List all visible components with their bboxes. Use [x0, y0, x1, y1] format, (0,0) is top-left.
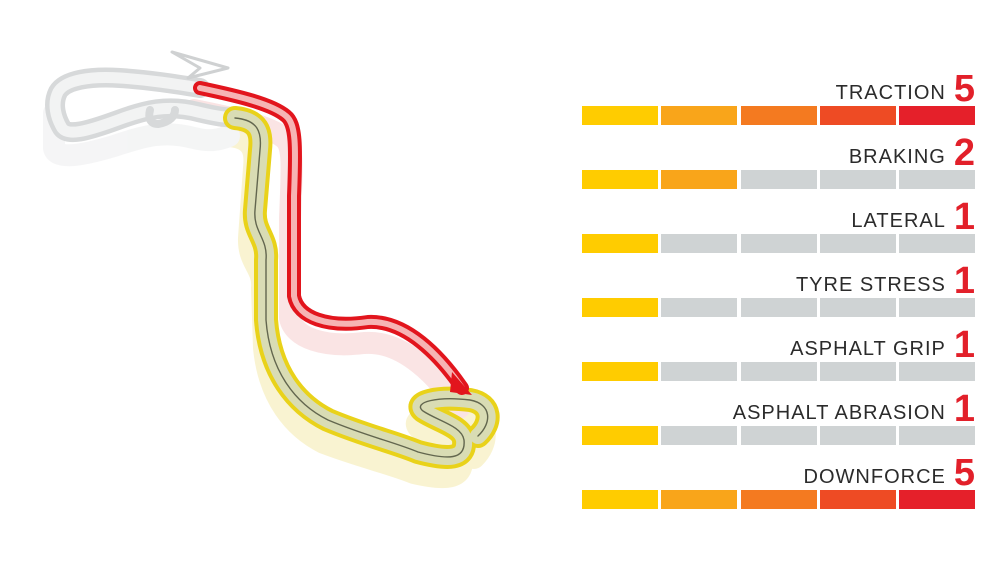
rating-row: BRAKING 2	[582, 132, 975, 196]
rating-row: TRACTION 5	[582, 68, 975, 132]
rating-bar	[582, 426, 975, 445]
rating-bar-segment	[819, 298, 896, 317]
rating-header: TRACTION 5	[836, 68, 975, 112]
rating-value: 5	[953, 452, 975, 494]
rating-value: 1	[953, 196, 975, 238]
rating-bar-segment	[740, 170, 817, 189]
rating-bar-segment	[582, 170, 658, 189]
rating-row: TYRE STRESS 1	[582, 260, 975, 324]
rating-bar-segment	[899, 234, 975, 253]
rating-bar	[582, 234, 975, 253]
track-sector-grey	[45, 50, 250, 143]
rating-bar-segment	[661, 426, 738, 445]
rating-bar-segment	[661, 490, 738, 509]
rating-label: ASPHALT GRIP	[790, 338, 946, 360]
ratings-panel: TRACTION 5 BRAKING 2 LATERAL 1 TYRE STRESS 1 ASP…	[582, 68, 975, 516]
rating-label: TRACTION	[835, 82, 946, 104]
rating-bar	[582, 170, 975, 189]
rating-row: ASPHALT ABRASION 1	[582, 388, 975, 452]
track-sector-red	[193, 81, 472, 395]
rating-header: TYRE STRESS 1	[796, 260, 975, 304]
rating-row: LATERAL 1	[582, 196, 975, 260]
rating-label: LATERAL	[851, 210, 946, 232]
rating-label: TYRE STRESS	[795, 274, 946, 296]
rating-bar-segment	[819, 490, 896, 509]
track-sector-yellow	[223, 106, 500, 469]
rating-value: 1	[953, 260, 975, 302]
rating-bar-segment	[740, 490, 817, 509]
rating-bar-segment	[661, 234, 738, 253]
rating-bar-segment	[740, 362, 817, 381]
rating-bar-segment	[899, 362, 975, 381]
rating-header: ASPHALT GRIP 1	[790, 324, 975, 368]
rating-label: DOWNFORCE	[803, 466, 946, 488]
rating-bar-segment	[582, 426, 658, 445]
rating-value: 1	[953, 388, 975, 430]
rating-row: ASPHALT GRIP 1	[582, 324, 975, 388]
rating-bar-segment	[661, 106, 738, 125]
rating-row: DOWNFORCE 5	[582, 452, 975, 516]
rating-bar	[582, 298, 975, 317]
rating-header: LATERAL 1	[851, 196, 975, 240]
rating-bar-segment	[899, 426, 975, 445]
rating-bar-segment	[661, 298, 738, 317]
rating-header: BRAKING 2	[849, 132, 975, 176]
rating-bar-segment	[899, 106, 975, 125]
rating-bar-segment	[582, 298, 658, 317]
rating-bar	[582, 490, 975, 509]
rating-bar-segment	[740, 234, 817, 253]
rating-value: 1	[953, 324, 975, 366]
rating-bar-segment	[899, 490, 975, 509]
rating-bar-segment	[740, 426, 817, 445]
rating-bar-segment	[740, 298, 817, 317]
rating-bar-segment	[819, 362, 896, 381]
circuit-map	[43, 50, 500, 489]
rating-header: DOWNFORCE 5	[804, 452, 975, 496]
rating-bar-segment	[740, 106, 817, 125]
rating-bar-segment	[819, 170, 896, 189]
rating-bar-segment	[661, 362, 738, 381]
rating-label: ASPHALT ABRASION	[732, 402, 946, 424]
rating-bar-segment	[819, 426, 896, 445]
rating-bar-segment	[819, 106, 896, 125]
rating-header: ASPHALT ABRASION 1	[733, 388, 975, 432]
rating-bar-segment	[582, 234, 658, 253]
rating-bar-segment	[582, 362, 658, 381]
rating-bar	[582, 362, 975, 381]
rating-bar-segment	[582, 106, 658, 125]
rating-label: BRAKING	[848, 146, 946, 168]
rating-bar-segment	[661, 170, 738, 189]
rating-value: 5	[953, 68, 975, 110]
rating-bar-segment	[899, 298, 975, 317]
rating-bar-segment	[582, 490, 658, 509]
rating-bar-segment	[899, 170, 975, 189]
rating-bar-segment	[819, 234, 896, 253]
rating-bar	[582, 106, 975, 125]
rating-value: 2	[953, 132, 975, 174]
